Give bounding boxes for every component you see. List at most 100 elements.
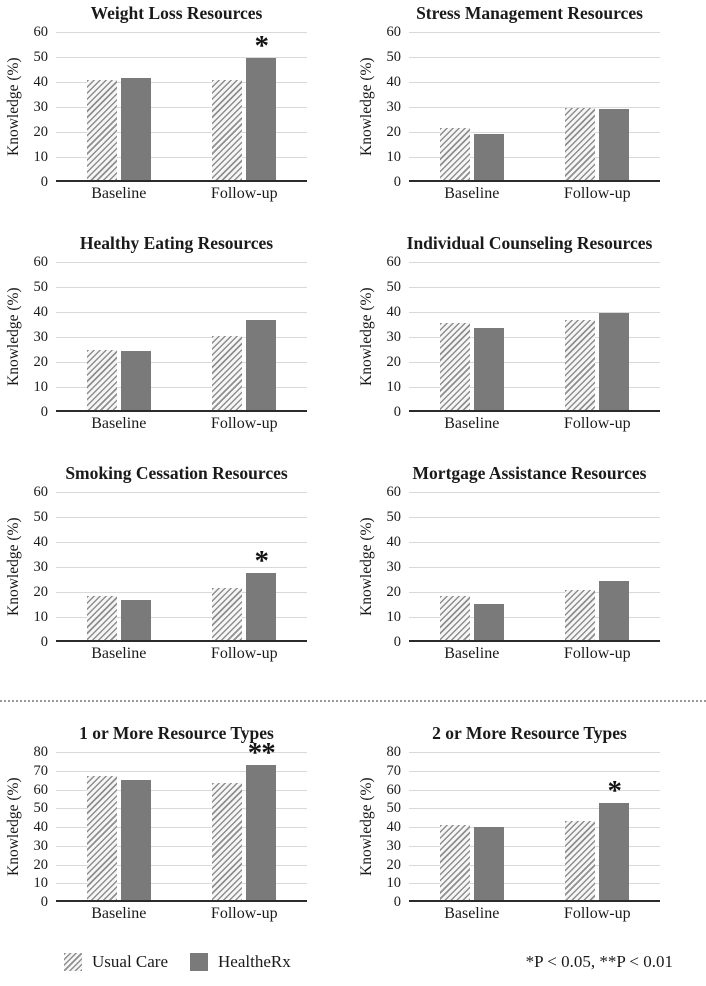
bar-usual-care-baseline (439, 322, 470, 410)
chart-body: Knowledge (%) 0 10 20 30 40 50 60 70 80 * Baseline F… (353, 744, 706, 931)
gridline (56, 312, 307, 313)
x-category-label-baseline: Baseline (444, 905, 500, 922)
chart-title: Stress Management Resources (416, 3, 643, 23)
bar-healtherx-baseline (120, 77, 151, 180)
bar-usual-care-follow-up (565, 107, 596, 180)
gridline (409, 262, 660, 263)
chart-body: Knowledge (%) 0 10 20 30 40 50 60 Baseline Follow… (353, 24, 706, 211)
resource-charts-grid: Weight Loss Resources Knowledge (%) 0 10 20 3… (0, 0, 706, 671)
x-category-label-follow-up: Follow-up (210, 905, 278, 922)
plot-area: * (409, 752, 660, 902)
gridline (409, 287, 660, 288)
usual-care-hatched-swatch-icon (64, 953, 82, 971)
y-tick-label: 20 (33, 354, 49, 370)
x-category-label-follow-up: Follow-up (210, 185, 278, 202)
y-tick-label: 60 (386, 484, 402, 500)
y-axis-ticks: 0 10 20 30 40 50 60 (377, 254, 409, 420)
y-tick-label: 10 (33, 149, 49, 165)
chart-title: Smoking Cessation Resources (65, 463, 288, 483)
gridline (409, 132, 660, 133)
bar-healtherx-follow-up: * (246, 546, 277, 640)
gridline (409, 157, 660, 158)
gridline (409, 883, 660, 885)
y-tick-label: 0 (393, 634, 401, 650)
y-axis-ticks: 0 10 20 30 40 50 60 (377, 24, 409, 190)
gridline (56, 32, 307, 33)
x-category-label-baseline: Baseline (91, 415, 147, 432)
plot-area: * (56, 492, 307, 642)
y-tick-label: 50 (386, 509, 402, 525)
gridline (409, 808, 660, 810)
bar-group-follow-up (565, 492, 630, 640)
significance-marker: * (254, 29, 269, 62)
x-axis-labels: Baseline Follow-up (409, 645, 660, 671)
y-tick-label: 20 (386, 856, 402, 873)
bar-usual-care-baseline (439, 127, 470, 180)
chart-stress-management-resources: Stress Management Resources Knowledge (%)… (353, 0, 706, 230)
x-axis-labels: Baseline Follow-up (409, 415, 660, 441)
chart-2-or-more-resource-types: 2 or More Resource Types Knowledge (%) 0 10… (353, 706, 706, 938)
chart-body: Knowledge (%) 0 10 20 30 40 50 60 * Baseline Follo… (0, 24, 353, 211)
chart-title: Healthy Eating Resources (79, 233, 274, 253)
gridline (56, 387, 307, 388)
bar-group-follow-up: ** (212, 739, 277, 900)
gridline (56, 789, 307, 791)
y-tick-label: 40 (33, 819, 49, 835)
bar-usual-care-follow-up (212, 782, 243, 900)
plot-column: ** Baseline Follow-up (56, 739, 307, 931)
y-tick-label: 80 (386, 744, 402, 760)
chart-individual-counseling-resources: Individual Counseling Resources Knowledge… (353, 230, 706, 460)
y-tick-label: 20 (386, 124, 402, 140)
bar-healtherx-follow-up (599, 108, 630, 180)
y-tick-label: 50 (386, 49, 402, 65)
gridline (409, 827, 660, 828)
gridline (409, 864, 660, 866)
gridline (409, 789, 660, 791)
y-tick-label: 10 (33, 875, 49, 892)
bar-usual-care-baseline (86, 596, 117, 640)
legend-label-healtherx: HealtheRx (218, 952, 291, 971)
y-tick-label: 10 (33, 609, 49, 625)
y-tick-label: 10 (386, 875, 402, 892)
y-axis-label: Knowledge (%) (5, 287, 22, 387)
y-tick-label: 60 (33, 484, 49, 500)
x-category-label-follow-up: Follow-up (210, 645, 278, 662)
legend-item-usual-care: Usual Care (64, 952, 168, 972)
gridline (409, 492, 660, 493)
x-category-label-baseline: Baseline (91, 645, 147, 662)
y-tick-label: 60 (386, 781, 402, 798)
plot-column: Baseline Follow-up (409, 262, 660, 441)
gridline (56, 770, 307, 772)
summary-charts-grid: 1 or More Resource Types Knowledge (%) 0 10… (0, 706, 706, 938)
gridline (56, 287, 307, 288)
x-category-label-baseline: Baseline (91, 185, 147, 202)
x-category-label-follow-up: Follow-up (563, 185, 631, 202)
bar-healtherx-follow-up: ** (246, 739, 277, 900)
bar-group-baseline (439, 752, 504, 900)
significance-footnote: *P < 0.05, **P < 0.01 (525, 952, 673, 971)
y-axis-ticks: 0 10 20 30 40 50 60 (24, 24, 56, 190)
gridline (56, 82, 307, 83)
gridline (56, 337, 307, 338)
y-tick-label: 50 (386, 800, 402, 817)
x-category-label-follow-up: Follow-up (210, 415, 278, 432)
plot-column: Baseline Follow-up (409, 492, 660, 671)
bar-usual-care-baseline (439, 596, 470, 640)
x-category-label-baseline: Baseline (444, 185, 500, 202)
bar-usual-care-baseline (86, 80, 117, 180)
y-tick-label: 40 (386, 74, 402, 90)
y-tick-label: 10 (386, 379, 402, 395)
bar-usual-care-follow-up (212, 336, 243, 410)
gridline (409, 542, 660, 543)
plot-area (56, 262, 307, 412)
bar-healtherx-baseline (473, 327, 504, 410)
chart-body: Knowledge (%) 0 10 20 30 40 50 60 Baseline Follow… (0, 254, 353, 441)
y-tick-label: 0 (40, 894, 48, 910)
y-tick-label: 20 (33, 584, 49, 600)
y-tick-label: 70 (386, 762, 402, 779)
bar-healtherx-baseline (120, 780, 151, 900)
bar-healtherx-follow-up (599, 581, 630, 640)
gridline (409, 617, 660, 618)
y-tick-label: 0 (40, 404, 48, 420)
